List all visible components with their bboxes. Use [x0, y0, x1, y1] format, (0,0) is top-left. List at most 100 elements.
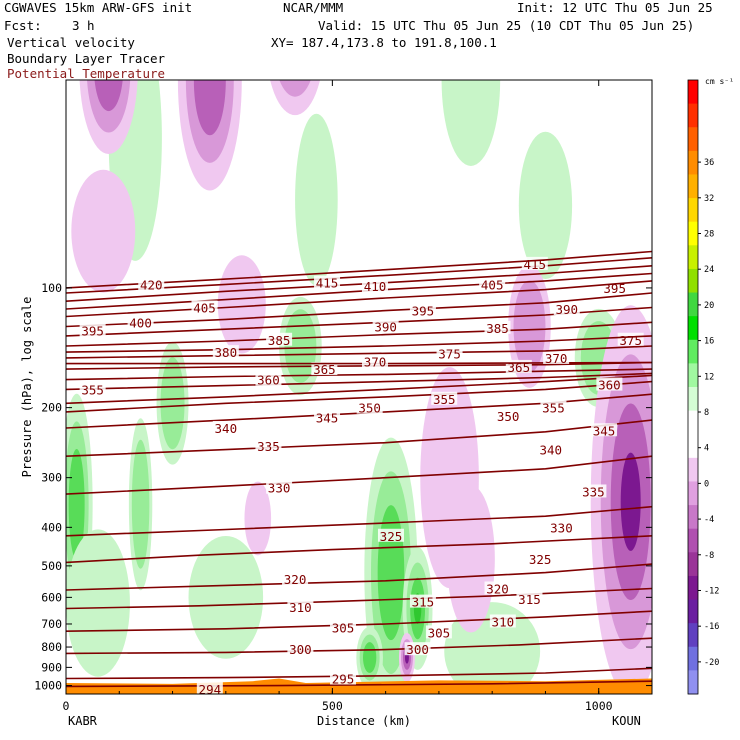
theta-label-background — [138, 277, 165, 291]
y-tick-label: 100 — [41, 281, 62, 295]
theta-label: 380 — [215, 345, 238, 360]
theta-contour-310 — [66, 587, 652, 610]
y-tick-label: 300 — [41, 471, 62, 485]
x-left-station: KABR — [68, 714, 98, 728]
model-title: CGWAVES 15km ARW-GFS init — [4, 0, 193, 15]
theta-label: 385 — [268, 333, 291, 348]
theta-label: 295 — [332, 672, 355, 687]
colorbar-swatch — [688, 670, 698, 695]
colorbar-swatch — [688, 339, 698, 364]
init-time: Init: 12 UTC Thu 05 Jun 25 — [517, 0, 713, 15]
theta-contour-350 — [66, 374, 652, 405]
colorbar-label: 8 — [704, 408, 709, 418]
theta-label: 365 — [313, 362, 336, 377]
xy-coordinates: XY= 187.4,173.8 to 191.8,100.1 — [271, 35, 497, 50]
theta-label: 355 — [81, 382, 104, 397]
colorbar-swatch — [688, 292, 698, 317]
field-boundary-layer-tracer: Boundary Layer Tracer — [7, 51, 166, 66]
theta-label-background — [516, 591, 543, 605]
theta-label-background — [409, 594, 436, 608]
theta-label: 310 — [492, 614, 515, 629]
theta-label-background — [127, 315, 154, 329]
theta-label: 355 — [433, 392, 456, 407]
theta-label: 320 — [284, 572, 307, 587]
y-tick-label: 200 — [41, 401, 62, 415]
theta-label: 395 — [81, 324, 104, 339]
theta-label: 370 — [364, 354, 387, 369]
theta-label-background — [330, 671, 357, 685]
y-tick-label: 600 — [41, 590, 62, 604]
theta-label-background — [361, 354, 388, 368]
colorbar-label: 12 — [704, 372, 714, 382]
theta-label-background — [255, 372, 282, 386]
downward-motion-region — [620, 452, 641, 551]
theta-label-background — [553, 302, 580, 316]
theta-label-background — [540, 400, 567, 414]
colorbar-label: 0 — [704, 479, 709, 489]
colorbar-swatch — [688, 387, 698, 412]
theta-label-background — [431, 391, 458, 405]
valid-time: Valid: 15 UTC Thu 05 Jun 25 (10 CDT Thu … — [318, 18, 695, 33]
colorbar-label: 24 — [704, 265, 714, 275]
theta-label: 390 — [555, 302, 578, 317]
theta-contour-315 — [66, 563, 652, 591]
theta-label-background — [537, 442, 564, 456]
y-tick-label: 500 — [41, 559, 62, 573]
colorbar-swatch — [688, 174, 698, 199]
theta-label: 350 — [497, 409, 520, 424]
colorbar-swatch — [688, 103, 698, 128]
theta-label-background — [255, 439, 282, 453]
theta-label: 415 — [524, 257, 547, 272]
colorbar-label: 28 — [704, 230, 714, 240]
colorbar-label: -4 — [704, 515, 714, 525]
theta-label-background — [580, 484, 607, 498]
theta-label-background — [479, 277, 506, 291]
theta-label-background — [266, 332, 293, 346]
theta-label: 405 — [481, 277, 504, 292]
theta-label-background — [196, 681, 223, 694]
plot-frame — [65, 79, 653, 695]
theta-label-background — [314, 275, 341, 289]
x-tick-label: 0 — [63, 699, 70, 713]
theta-label-background — [212, 345, 239, 359]
theta-label-background — [311, 362, 338, 376]
theta-label-background — [287, 600, 314, 614]
theta-contour-295 — [66, 667, 652, 680]
theta-label-background — [596, 377, 623, 391]
theta-label: 325 — [529, 552, 552, 567]
colorbar-frame — [687, 79, 699, 695]
theta-label: 340 — [215, 421, 238, 436]
upward-motion-region — [68, 449, 85, 560]
downward-motion-region — [87, 80, 131, 133]
theta-label-background — [356, 400, 383, 414]
theta-contour-360 — [66, 368, 652, 381]
y-tick-label: 700 — [41, 617, 62, 631]
theta-label-background — [212, 420, 239, 434]
colorbar-label: -12 — [704, 586, 719, 596]
theta-label: 345 — [316, 411, 339, 426]
downward-motion-region — [217, 255, 266, 354]
axes: 0 500 1000 100 200 300 400 500 600 700 800 900 1000 — [34, 80, 652, 713]
downward-motion-region — [279, 80, 311, 97]
theta-contour-375 — [66, 345, 652, 359]
colorbar-label: 20 — [704, 301, 714, 311]
theta-label: 315 — [412, 595, 435, 610]
downward-motion-region — [193, 80, 226, 136]
colorbar-swatch — [688, 127, 698, 152]
theta-label: 345 — [593, 423, 616, 438]
y-axis-label: Pressure (hPa), log scale — [20, 297, 34, 478]
theta-label-background — [372, 319, 399, 333]
theta-label: 335 — [257, 439, 280, 454]
colorbar-label: -16 — [704, 622, 719, 632]
colorbar-swatch — [688, 481, 698, 506]
theta-label: 340 — [539, 443, 562, 458]
theta-contour-385 — [66, 321, 652, 347]
theta-label-background — [330, 620, 357, 634]
theta-label-background — [287, 642, 314, 656]
theta-label: 315 — [518, 592, 541, 607]
theta-label-background — [266, 480, 293, 494]
y-tick-label: 900 — [41, 660, 62, 674]
theta-label-background — [527, 551, 554, 565]
